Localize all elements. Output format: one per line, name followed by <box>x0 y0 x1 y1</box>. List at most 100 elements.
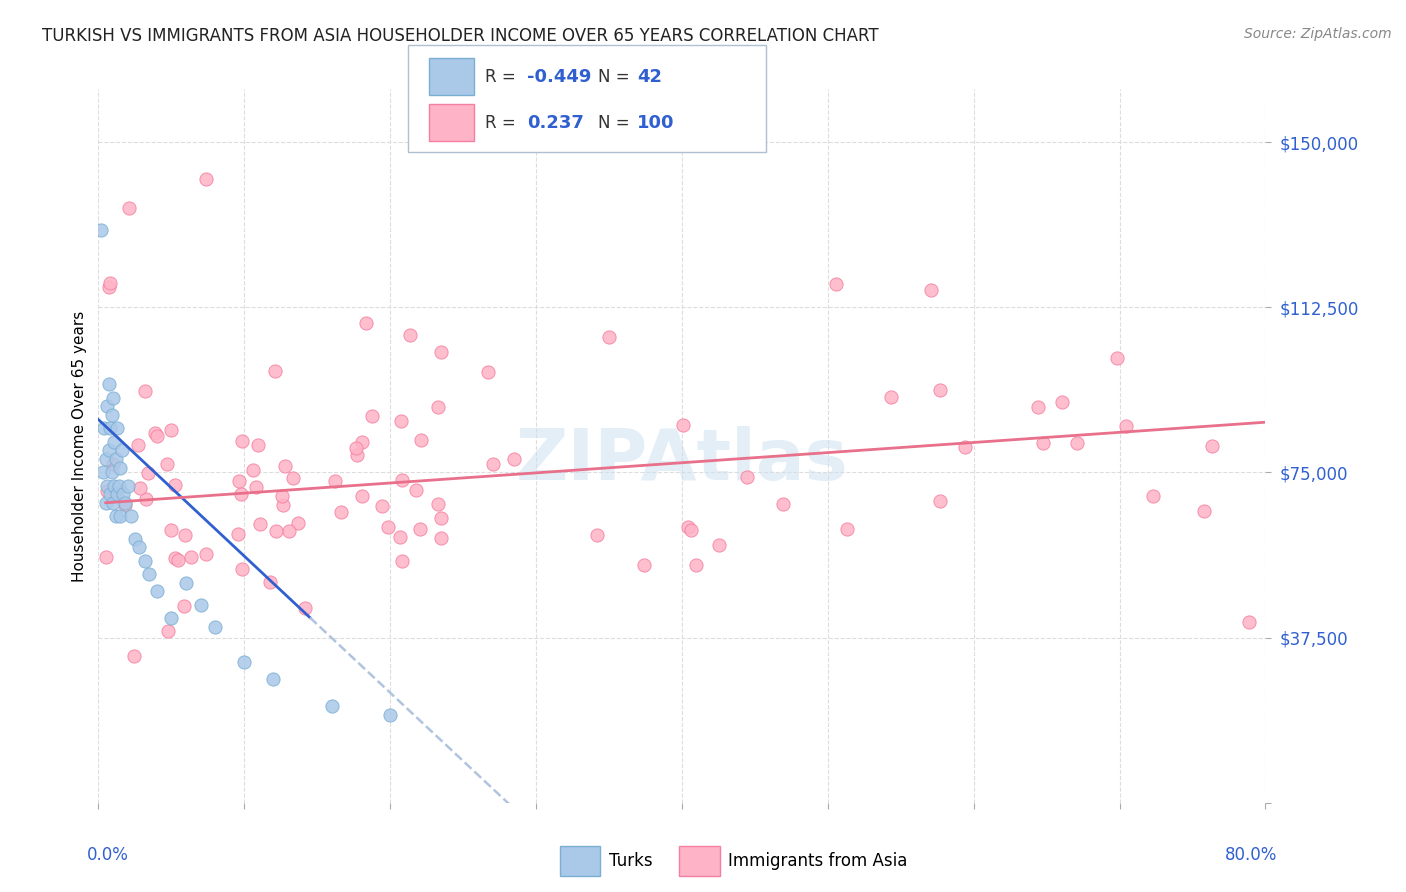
Point <box>226 526 249 541</box>
Point <box>586 528 609 542</box>
Point <box>101 391 124 405</box>
Point <box>825 277 848 291</box>
Point <box>735 470 758 484</box>
Point <box>325 474 347 488</box>
Point <box>399 327 422 342</box>
Point <box>105 421 128 435</box>
Point <box>231 434 253 449</box>
Point <box>880 390 903 404</box>
Point <box>104 452 127 467</box>
Point <box>242 463 264 477</box>
Text: R =: R = <box>485 113 526 132</box>
Point <box>1066 436 1088 450</box>
Point <box>111 443 134 458</box>
Point <box>117 201 139 215</box>
Point <box>108 478 131 492</box>
Text: 0.0%: 0.0% <box>87 846 128 863</box>
Point <box>105 487 128 501</box>
Point <box>346 448 368 462</box>
Point <box>389 414 412 428</box>
Point <box>427 400 450 414</box>
Text: 42: 42 <box>637 68 662 86</box>
Point <box>98 487 121 501</box>
Point <box>1237 615 1260 630</box>
Point <box>1201 439 1223 453</box>
Text: 0.237: 0.237 <box>527 113 583 132</box>
Point <box>146 584 169 599</box>
Point <box>101 496 124 510</box>
Point <box>679 524 702 538</box>
Text: TURKISH VS IMMIGRANTS FROM ASIA HOUSEHOLDER INCOME OVER 65 YEARS CORRELATION CHA: TURKISH VS IMMIGRANTS FROM ASIA HOUSEHOL… <box>42 27 879 45</box>
Point <box>259 574 281 589</box>
Point <box>1050 394 1073 409</box>
Point <box>633 558 655 573</box>
Point <box>110 461 132 475</box>
Point <box>165 477 187 491</box>
Point <box>195 547 218 561</box>
Point <box>135 492 157 507</box>
Point <box>136 466 159 480</box>
Point <box>281 471 304 485</box>
Point <box>231 487 253 501</box>
Point <box>430 345 453 359</box>
Point <box>928 384 950 398</box>
Text: ZIPAtlas: ZIPAtlas <box>516 425 848 495</box>
Point <box>405 483 427 498</box>
Point <box>90 223 112 237</box>
Point <box>477 365 499 379</box>
Point <box>391 554 413 568</box>
Point <box>409 522 432 536</box>
Point <box>329 505 352 519</box>
Point <box>143 425 166 440</box>
Point <box>114 496 136 510</box>
Point <box>112 487 135 501</box>
Point <box>274 459 297 474</box>
Point <box>929 494 952 508</box>
Text: -0.449: -0.449 <box>527 68 592 86</box>
Text: N =: N = <box>598 68 634 86</box>
Point <box>166 553 188 567</box>
Point <box>96 550 118 565</box>
Text: Immigrants from Asia: Immigrants from Asia <box>728 852 908 870</box>
Point <box>146 428 169 442</box>
Point <box>772 497 794 511</box>
Point <box>1115 418 1137 433</box>
Point <box>1028 400 1050 414</box>
Point <box>93 421 115 435</box>
Point <box>134 553 156 567</box>
Point <box>264 524 287 538</box>
Point <box>98 280 121 294</box>
Point <box>103 478 125 492</box>
Point <box>361 409 384 424</box>
Point <box>124 532 146 546</box>
Point <box>264 364 287 378</box>
Point <box>98 421 121 435</box>
Point <box>228 475 250 489</box>
Point <box>100 408 122 422</box>
Point <box>287 516 309 530</box>
Point <box>953 440 976 454</box>
Point <box>685 558 707 572</box>
Point <box>128 541 150 555</box>
Point <box>173 528 195 542</box>
Point <box>94 452 117 467</box>
Point <box>245 480 267 494</box>
Point <box>98 276 121 290</box>
Point <box>160 611 183 625</box>
Point <box>96 400 118 414</box>
Point <box>429 531 451 545</box>
Point <box>97 443 120 458</box>
Point <box>103 486 125 500</box>
Point <box>233 655 256 669</box>
Point <box>678 520 700 534</box>
Point <box>114 498 136 512</box>
Point <box>231 562 253 576</box>
Text: 100: 100 <box>637 113 675 132</box>
Point <box>180 549 202 564</box>
Point <box>371 499 394 513</box>
Point <box>1032 435 1054 450</box>
Point <box>96 483 118 498</box>
Point <box>1142 489 1164 503</box>
Point <box>156 624 179 638</box>
Text: Source: ZipAtlas.com: Source: ZipAtlas.com <box>1244 27 1392 41</box>
